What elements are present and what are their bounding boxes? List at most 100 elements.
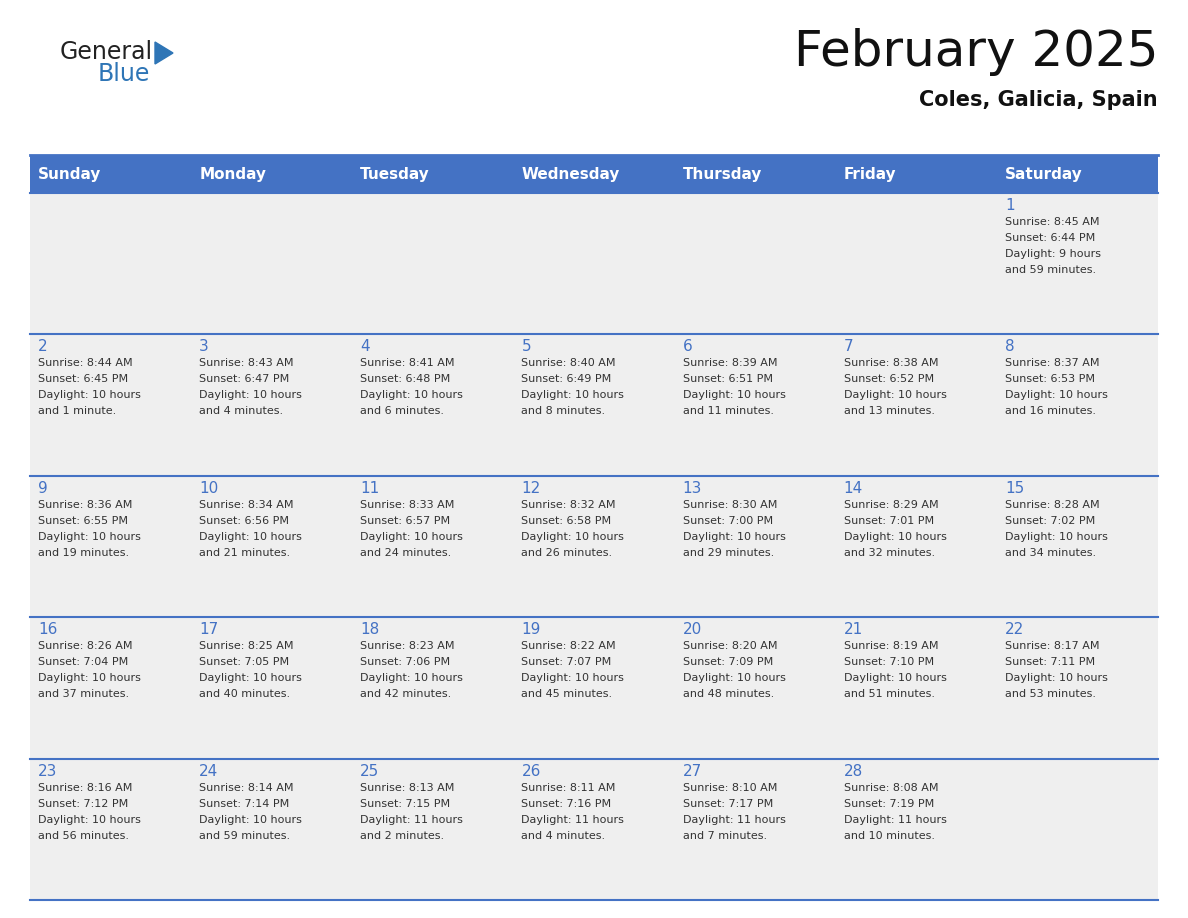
Text: 27: 27 [683, 764, 702, 778]
Text: and 51 minutes.: and 51 minutes. [843, 689, 935, 700]
Text: and 37 minutes.: and 37 minutes. [38, 689, 129, 700]
Text: Sunset: 7:17 PM: Sunset: 7:17 PM [683, 799, 773, 809]
Text: and 21 minutes.: and 21 minutes. [200, 548, 290, 558]
Text: Daylight: 10 hours: Daylight: 10 hours [522, 390, 625, 400]
Text: 3: 3 [200, 340, 209, 354]
Text: and 40 minutes.: and 40 minutes. [200, 689, 290, 700]
Text: Blue: Blue [97, 62, 151, 86]
Text: Sunset: 6:48 PM: Sunset: 6:48 PM [360, 375, 450, 385]
Text: 8: 8 [1005, 340, 1015, 354]
Text: Daylight: 10 hours: Daylight: 10 hours [1005, 390, 1107, 400]
Text: Sunset: 6:56 PM: Sunset: 6:56 PM [200, 516, 289, 526]
Text: 16: 16 [38, 622, 57, 637]
Text: Sunrise: 8:16 AM: Sunrise: 8:16 AM [38, 783, 132, 792]
Text: and 7 minutes.: and 7 minutes. [683, 831, 766, 841]
Text: 15: 15 [1005, 481, 1024, 496]
Text: Sunset: 6:45 PM: Sunset: 6:45 PM [38, 375, 128, 385]
Bar [835, 617, 997, 758]
Text: Sunrise: 8:08 AM: Sunrise: 8:08 AM [843, 783, 939, 792]
Text: and 59 minutes.: and 59 minutes. [1005, 265, 1097, 275]
Bar [353, 758, 513, 900]
Text: Daylight: 11 hours: Daylight: 11 hours [522, 814, 625, 824]
Text: Sunrise: 8:36 AM: Sunrise: 8:36 AM [38, 499, 132, 509]
Bar [513, 155, 675, 193]
Text: Sunset: 6:52 PM: Sunset: 6:52 PM [843, 375, 934, 385]
Bar [675, 334, 835, 476]
Text: Sunrise: 8:22 AM: Sunrise: 8:22 AM [522, 641, 617, 651]
Text: Daylight: 10 hours: Daylight: 10 hours [200, 814, 302, 824]
Text: 22: 22 [1005, 622, 1024, 637]
Text: 7: 7 [843, 340, 853, 354]
Text: Daylight: 10 hours: Daylight: 10 hours [843, 390, 947, 400]
Text: Tuesday: Tuesday [360, 166, 430, 182]
Bar [191, 476, 353, 617]
Text: 23: 23 [38, 764, 57, 778]
Text: 5: 5 [522, 340, 531, 354]
Text: and 2 minutes.: and 2 minutes. [360, 831, 444, 841]
Bar [835, 334, 997, 476]
Bar [513, 476, 675, 617]
Bar [997, 155, 1158, 193]
Text: Sunset: 7:19 PM: Sunset: 7:19 PM [843, 799, 934, 809]
Bar [997, 193, 1158, 334]
Text: Sunrise: 8:39 AM: Sunrise: 8:39 AM [683, 358, 777, 368]
Bar [835, 155, 997, 193]
Text: Sunset: 7:09 PM: Sunset: 7:09 PM [683, 657, 773, 667]
Text: Daylight: 10 hours: Daylight: 10 hours [522, 532, 625, 542]
Bar [30, 758, 191, 900]
Text: and 34 minutes.: and 34 minutes. [1005, 548, 1097, 558]
Text: 24: 24 [200, 764, 219, 778]
Text: Daylight: 11 hours: Daylight: 11 hours [683, 814, 785, 824]
Bar [835, 476, 997, 617]
Bar [191, 617, 353, 758]
Text: Sunset: 6:58 PM: Sunset: 6:58 PM [522, 516, 612, 526]
Text: 18: 18 [360, 622, 379, 637]
Text: Sunrise: 8:20 AM: Sunrise: 8:20 AM [683, 641, 777, 651]
Text: and 26 minutes.: and 26 minutes. [522, 548, 613, 558]
Text: Daylight: 10 hours: Daylight: 10 hours [360, 532, 463, 542]
Text: Sunrise: 8:28 AM: Sunrise: 8:28 AM [1005, 499, 1099, 509]
Text: Daylight: 10 hours: Daylight: 10 hours [200, 532, 302, 542]
Bar [513, 617, 675, 758]
Text: and 13 minutes.: and 13 minutes. [843, 407, 935, 417]
Text: 9: 9 [38, 481, 48, 496]
Bar [997, 476, 1158, 617]
Text: Sunset: 7:15 PM: Sunset: 7:15 PM [360, 799, 450, 809]
Text: Wednesday: Wednesday [522, 166, 620, 182]
Text: and 6 minutes.: and 6 minutes. [360, 407, 444, 417]
Text: Daylight: 10 hours: Daylight: 10 hours [200, 673, 302, 683]
Text: 28: 28 [843, 764, 862, 778]
Text: 11: 11 [360, 481, 379, 496]
Text: Daylight: 10 hours: Daylight: 10 hours [522, 673, 625, 683]
Bar [191, 758, 353, 900]
Text: Sunset: 7:14 PM: Sunset: 7:14 PM [200, 799, 290, 809]
Text: Daylight: 10 hours: Daylight: 10 hours [683, 532, 785, 542]
Bar [353, 334, 513, 476]
Text: and 1 minute.: and 1 minute. [38, 407, 116, 417]
Text: Sunset: 7:02 PM: Sunset: 7:02 PM [1005, 516, 1095, 526]
Text: and 42 minutes.: and 42 minutes. [360, 689, 451, 700]
Bar [675, 758, 835, 900]
Bar [30, 193, 191, 334]
Text: Daylight: 10 hours: Daylight: 10 hours [843, 673, 947, 683]
Text: 13: 13 [683, 481, 702, 496]
Text: and 16 minutes.: and 16 minutes. [1005, 407, 1095, 417]
Text: Sunrise: 8:26 AM: Sunrise: 8:26 AM [38, 641, 133, 651]
Text: Daylight: 10 hours: Daylight: 10 hours [38, 532, 141, 542]
Text: General: General [61, 40, 153, 64]
Text: Sunrise: 8:45 AM: Sunrise: 8:45 AM [1005, 217, 1099, 227]
Text: Sunset: 6:47 PM: Sunset: 6:47 PM [200, 375, 290, 385]
Text: Daylight: 10 hours: Daylight: 10 hours [1005, 532, 1107, 542]
Text: Sunset: 7:05 PM: Sunset: 7:05 PM [200, 657, 289, 667]
Text: Sunset: 7:00 PM: Sunset: 7:00 PM [683, 516, 772, 526]
Bar [513, 193, 675, 334]
Text: 19: 19 [522, 622, 541, 637]
Text: Daylight: 10 hours: Daylight: 10 hours [200, 390, 302, 400]
Text: 12: 12 [522, 481, 541, 496]
Text: Sunrise: 8:37 AM: Sunrise: 8:37 AM [1005, 358, 1099, 368]
Text: Sunset: 6:57 PM: Sunset: 6:57 PM [360, 516, 450, 526]
Text: Sunrise: 8:19 AM: Sunrise: 8:19 AM [843, 641, 939, 651]
Text: Sunset: 7:06 PM: Sunset: 7:06 PM [360, 657, 450, 667]
Text: 17: 17 [200, 622, 219, 637]
Text: Sunset: 7:01 PM: Sunset: 7:01 PM [843, 516, 934, 526]
